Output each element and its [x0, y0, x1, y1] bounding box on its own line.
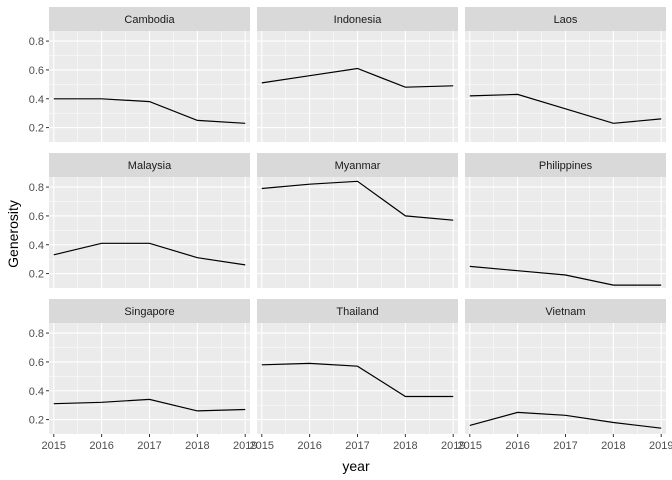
series-line	[469, 265, 662, 286]
series-line	[261, 180, 454, 221]
y-tick-label: 0.8	[29, 182, 44, 194]
series-line	[53, 98, 246, 124]
series-line	[53, 242, 246, 266]
y-tick-label: 0.8	[29, 328, 44, 340]
x-tick-label: 2018	[185, 440, 209, 452]
x-tick-label: 2016	[297, 440, 321, 452]
facet-panel: Indonesia	[257, 7, 458, 142]
series-line	[469, 411, 662, 429]
facet-strip-label: Vietnam	[545, 306, 585, 318]
x-tick-label: 2018	[393, 440, 417, 452]
facet-strip	[257, 299, 458, 323]
y-tick-label: 0.4	[29, 240, 44, 252]
x-tick-label: 2017	[553, 440, 577, 452]
y-tick-label: 0.8	[29, 36, 44, 48]
facet-panel: Thailand 2015 2016 2017 2018 2019	[250, 299, 465, 452]
series-line	[261, 362, 454, 398]
x-tick-label: 2015	[458, 440, 482, 452]
facet-strip-label: Malaysia	[128, 160, 172, 172]
y-tick-label: 0.6	[29, 357, 44, 369]
x-tick-label: 2019	[233, 440, 257, 452]
facet-panel: Singapore 0.2 0.4 0.6 0.8 2015 2016 2017 2018 201…	[29, 299, 257, 452]
facet-strip-label: Philippines	[539, 160, 593, 172]
facet-panel: Vietnam 2015 2016 2017 2018 2019	[458, 299, 672, 452]
facet-strip	[49, 153, 250, 177]
y-axis-title: Generosity	[5, 200, 21, 268]
facet-strip	[49, 7, 250, 31]
y-tick-label: 0.2	[29, 269, 44, 281]
facet-strip-label: Laos	[554, 14, 578, 26]
series-line	[53, 398, 246, 412]
facet-panel: Malaysia 0.2 0.4 0.6 0.8	[29, 153, 250, 288]
y-tick-label: 0.2	[29, 123, 44, 135]
facet-strip	[257, 7, 458, 31]
y-tick-label: 0.4	[29, 386, 44, 398]
facet-strip	[465, 153, 666, 177]
facet-strip	[465, 299, 666, 323]
y-tick-label: 0.4	[29, 94, 44, 106]
x-tick-label: 2018	[601, 440, 625, 452]
facet-panel: Laos	[465, 7, 666, 142]
x-tick-label: 2015	[250, 440, 274, 452]
facet-strip-label: Myanmar	[335, 160, 381, 172]
facet-strip	[257, 153, 458, 177]
y-tick-label: 0.2	[29, 415, 44, 427]
x-axis-title: year	[342, 458, 370, 474]
x-tick-label: 2019	[649, 440, 672, 452]
y-tick-label: 0.6	[29, 211, 44, 223]
x-tick-label: 2016	[89, 440, 113, 452]
x-tick-label: 2017	[137, 440, 161, 452]
facet-panel: Cambodia 0.2 0.4 0.6 0.8	[29, 7, 250, 142]
facet-strip-label: Cambodia	[124, 14, 175, 26]
x-tick-label: 2016	[505, 440, 529, 452]
x-tick-label: 2019	[441, 440, 465, 452]
y-tick-label: 0.6	[29, 65, 44, 77]
series-line	[469, 93, 662, 124]
x-tick-label: 2015	[42, 440, 66, 452]
facet-strip	[49, 299, 250, 323]
facet-strip	[465, 7, 666, 31]
series-line	[261, 67, 454, 88]
facet-strip-label: Thailand	[336, 306, 378, 318]
facet-panel: Philippines	[465, 153, 666, 288]
facet-panel: Myanmar	[257, 153, 458, 288]
facet-strip-label: Indonesia	[334, 14, 383, 26]
x-tick-label: 2017	[345, 440, 369, 452]
facet-strip-label: Singapore	[124, 306, 174, 318]
